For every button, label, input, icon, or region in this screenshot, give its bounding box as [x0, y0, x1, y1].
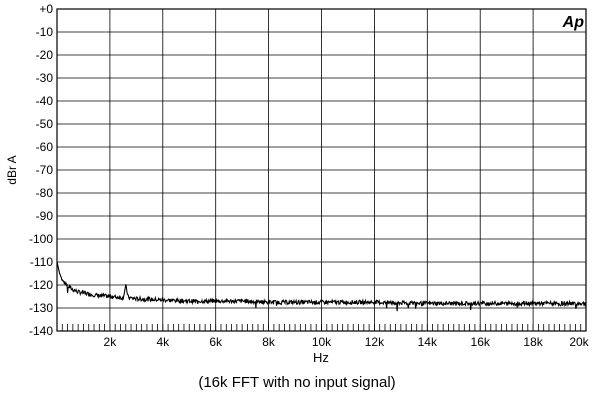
x-tick-label: 12k — [365, 335, 385, 349]
chart-caption: (16k FFT with no input signal) — [198, 374, 396, 391]
x-tick-labels: 2k 4k 6k 8k 10k 12k 14k 16k 18k 20k — [104, 335, 590, 349]
y-tick-label: -60 — [36, 140, 54, 154]
ap-logo: Ap — [562, 14, 585, 31]
x-tick-label: 20k — [569, 335, 589, 349]
y-tick-label: -20 — [36, 48, 54, 62]
y-tick-label: -120 — [29, 278, 53, 292]
x-tick-label: 6k — [209, 335, 223, 349]
y-tick-label: -30 — [36, 71, 54, 85]
plot-frame — [56, 8, 587, 332]
y-tick-label: -50 — [36, 117, 54, 131]
y-tick-label: -10 — [36, 25, 54, 39]
series-group — [56, 261, 587, 312]
minor-ticks — [61, 324, 582, 331]
y-tick-label: -130 — [29, 301, 53, 315]
y-tick-label: +0 — [39, 2, 53, 16]
x-tick-label: 8k — [262, 335, 276, 349]
y-tick-label: -140 — [29, 324, 53, 338]
y-tick-label: -100 — [29, 232, 53, 246]
y-tick-label: -90 — [36, 209, 54, 223]
x-tick-label: 2k — [104, 335, 118, 349]
x-tick-label: 16k — [471, 335, 491, 349]
series-line — [56, 261, 587, 312]
fft-chart: +0 -10 -20 -30 -40 -50 -60 -70 -80 -90 -100 -110 -12… — [5, 2, 590, 365]
y-axis-label: dBr A — [5, 155, 19, 184]
y-tick-labels: +0 -10 -20 -30 -40 -50 -60 -70 -80 -90 -100 -110 -12… — [29, 2, 53, 338]
y-tick-label: -80 — [36, 186, 54, 200]
y-tick-label: -40 — [36, 94, 54, 108]
y-tick-label: -110 — [30, 255, 53, 269]
y-tick-label: -70 — [36, 163, 54, 177]
x-tick-label: 18k — [523, 335, 543, 349]
x-tick-label: 10k — [312, 335, 332, 349]
x-tick-label: 14k — [418, 335, 438, 349]
x-axis-label: Hz — [313, 350, 329, 365]
x-tick-label: 4k — [156, 335, 170, 349]
